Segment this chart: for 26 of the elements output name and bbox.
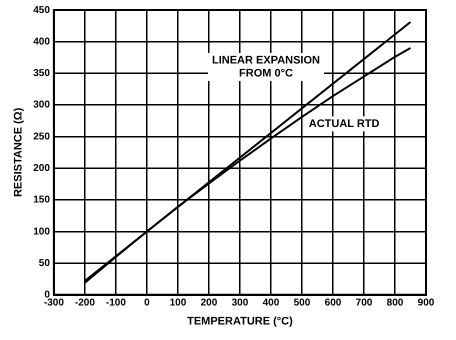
x-tick-label: 500 [294,298,311,309]
y-tick-label: 250 [33,131,50,142]
x-tick-label: 100 [170,298,187,309]
x-tick-label: 900 [418,298,435,309]
y-tick-label: 50 [38,258,50,269]
y-tick-label: 200 [33,162,50,174]
x-tick-label: 400 [262,298,280,309]
y-tick-label: 150 [33,194,50,206]
x-tick-label: 700 [356,298,373,309]
x-tick-label: -100 [106,298,126,309]
x-axis-title: TEMPERATURE (°C) [187,315,294,328]
y-tick-label: 400 [33,36,50,48]
x-tick-label: 0 [144,298,150,309]
y-tick-label: 350 [33,68,50,80]
x-tick-label: 800 [386,298,404,309]
x-tick-label: 300 [232,298,249,309]
y-tick-label: 300 [33,100,50,111]
series-label: ACTUAL RTD [308,118,380,130]
y-axis-title: RESISTANCE (Ω) [12,107,25,198]
x-tick-label: -300 [44,298,64,309]
x-tick-label: 600 [324,298,342,309]
y-tick-label: 100 [33,226,50,238]
y-tick-label: 450 [33,4,50,16]
x-tick-label: 200 [200,298,218,309]
x-tick-label: -200 [74,298,96,309]
series-label: LINEAR EXPANSION FROM 0°C [212,54,320,80]
